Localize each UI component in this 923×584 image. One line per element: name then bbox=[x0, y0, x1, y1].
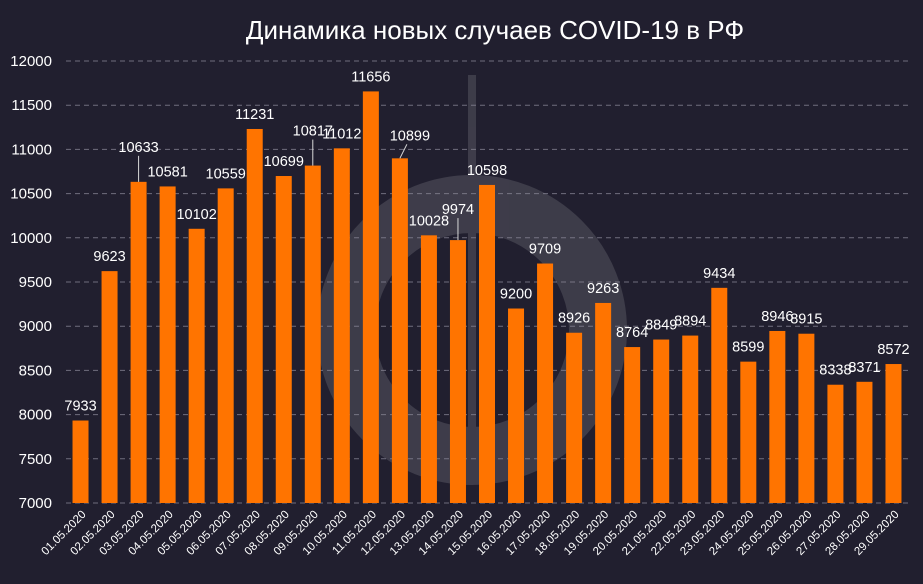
y-tick-label: 11000 bbox=[11, 141, 52, 158]
data-label: 10899 bbox=[390, 128, 430, 144]
bar bbox=[682, 335, 699, 503]
bar bbox=[72, 420, 89, 503]
data-label: 8946 bbox=[761, 309, 793, 325]
bar bbox=[769, 330, 786, 503]
bar bbox=[333, 148, 350, 503]
y-tick-label: 11500 bbox=[11, 97, 52, 114]
data-label: 9623 bbox=[93, 249, 125, 265]
y-tick-label: 7500 bbox=[19, 451, 52, 468]
data-label: 7933 bbox=[64, 399, 96, 415]
bar bbox=[624, 347, 641, 503]
bar bbox=[391, 158, 408, 503]
bar bbox=[449, 240, 466, 504]
bar bbox=[508, 308, 525, 503]
bars bbox=[72, 91, 902, 504]
bar bbox=[595, 302, 612, 503]
data-label: 9263 bbox=[587, 281, 619, 297]
data-label: 10699 bbox=[264, 154, 304, 170]
bar bbox=[159, 186, 176, 503]
x-axis-ticks: 01.05.202002.05.202003.05.202004.05.2020… bbox=[39, 509, 901, 558]
bar bbox=[479, 184, 495, 503]
data-label: 9434 bbox=[703, 266, 735, 282]
data-label: 10028 bbox=[409, 213, 449, 229]
data-label: 8915 bbox=[790, 312, 822, 328]
data-labels: 7933 9623 10633 10581 10102 10559 11231 10699 10… bbox=[64, 69, 909, 414]
data-label: 10102 bbox=[176, 207, 216, 223]
bar bbox=[217, 188, 234, 503]
bar bbox=[566, 332, 583, 503]
y-tick-label: 10500 bbox=[10, 186, 52, 203]
bar bbox=[653, 339, 670, 503]
bar bbox=[740, 361, 757, 503]
data-label: 8926 bbox=[558, 311, 590, 327]
y-tick-label: 12000 bbox=[10, 53, 52, 70]
data-label: 9974 bbox=[442, 202, 474, 218]
watermark-logo-icon bbox=[317, 75, 627, 485]
bar bbox=[537, 263, 554, 503]
bar bbox=[856, 381, 873, 503]
data-label: 11656 bbox=[351, 69, 390, 85]
bar bbox=[798, 333, 815, 503]
bar bbox=[711, 287, 728, 503]
bar bbox=[101, 271, 118, 503]
bar bbox=[420, 235, 437, 503]
data-label: 10559 bbox=[206, 166, 246, 182]
bar bbox=[827, 384, 844, 503]
data-label: 10598 bbox=[467, 163, 507, 179]
bar bbox=[275, 176, 292, 503]
y-axis-ticks: 7000 7500 8000 8500 9000 9500 10000 10500 11000 1… bbox=[10, 53, 52, 512]
data-label: 10581 bbox=[147, 164, 187, 180]
bar bbox=[362, 91, 379, 503]
data-label: 8371 bbox=[848, 360, 880, 376]
data-label: 8849 bbox=[645, 318, 677, 334]
bar bbox=[246, 128, 263, 503]
y-tick-label: 7000 bbox=[19, 495, 52, 512]
data-label: 8599 bbox=[732, 340, 764, 356]
data-label: 8764 bbox=[616, 325, 648, 341]
chart-title: Динамика новых случаев COVID-19 в РФ bbox=[246, 15, 744, 45]
y-tick-label: 8500 bbox=[19, 362, 52, 379]
data-label: 11231 bbox=[235, 107, 274, 123]
data-label: 9709 bbox=[529, 242, 561, 258]
bar bbox=[885, 364, 902, 503]
bar bbox=[130, 181, 147, 503]
data-label: 8572 bbox=[877, 342, 909, 358]
y-tick-label: 10000 bbox=[10, 230, 52, 247]
y-tick-label: 8000 bbox=[19, 407, 52, 424]
data-label: 10633 bbox=[118, 140, 158, 156]
data-label: 10817 bbox=[293, 124, 333, 140]
label-leader-line bbox=[399, 144, 408, 159]
data-label: 9200 bbox=[500, 287, 532, 303]
data-label: 11012 bbox=[322, 126, 361, 142]
data-label: 8894 bbox=[674, 314, 706, 330]
y-tick-label: 9500 bbox=[19, 274, 52, 291]
bar bbox=[304, 165, 321, 503]
y-tick-label: 9000 bbox=[19, 318, 52, 335]
bar bbox=[188, 228, 205, 503]
data-label: 8338 bbox=[819, 363, 851, 379]
